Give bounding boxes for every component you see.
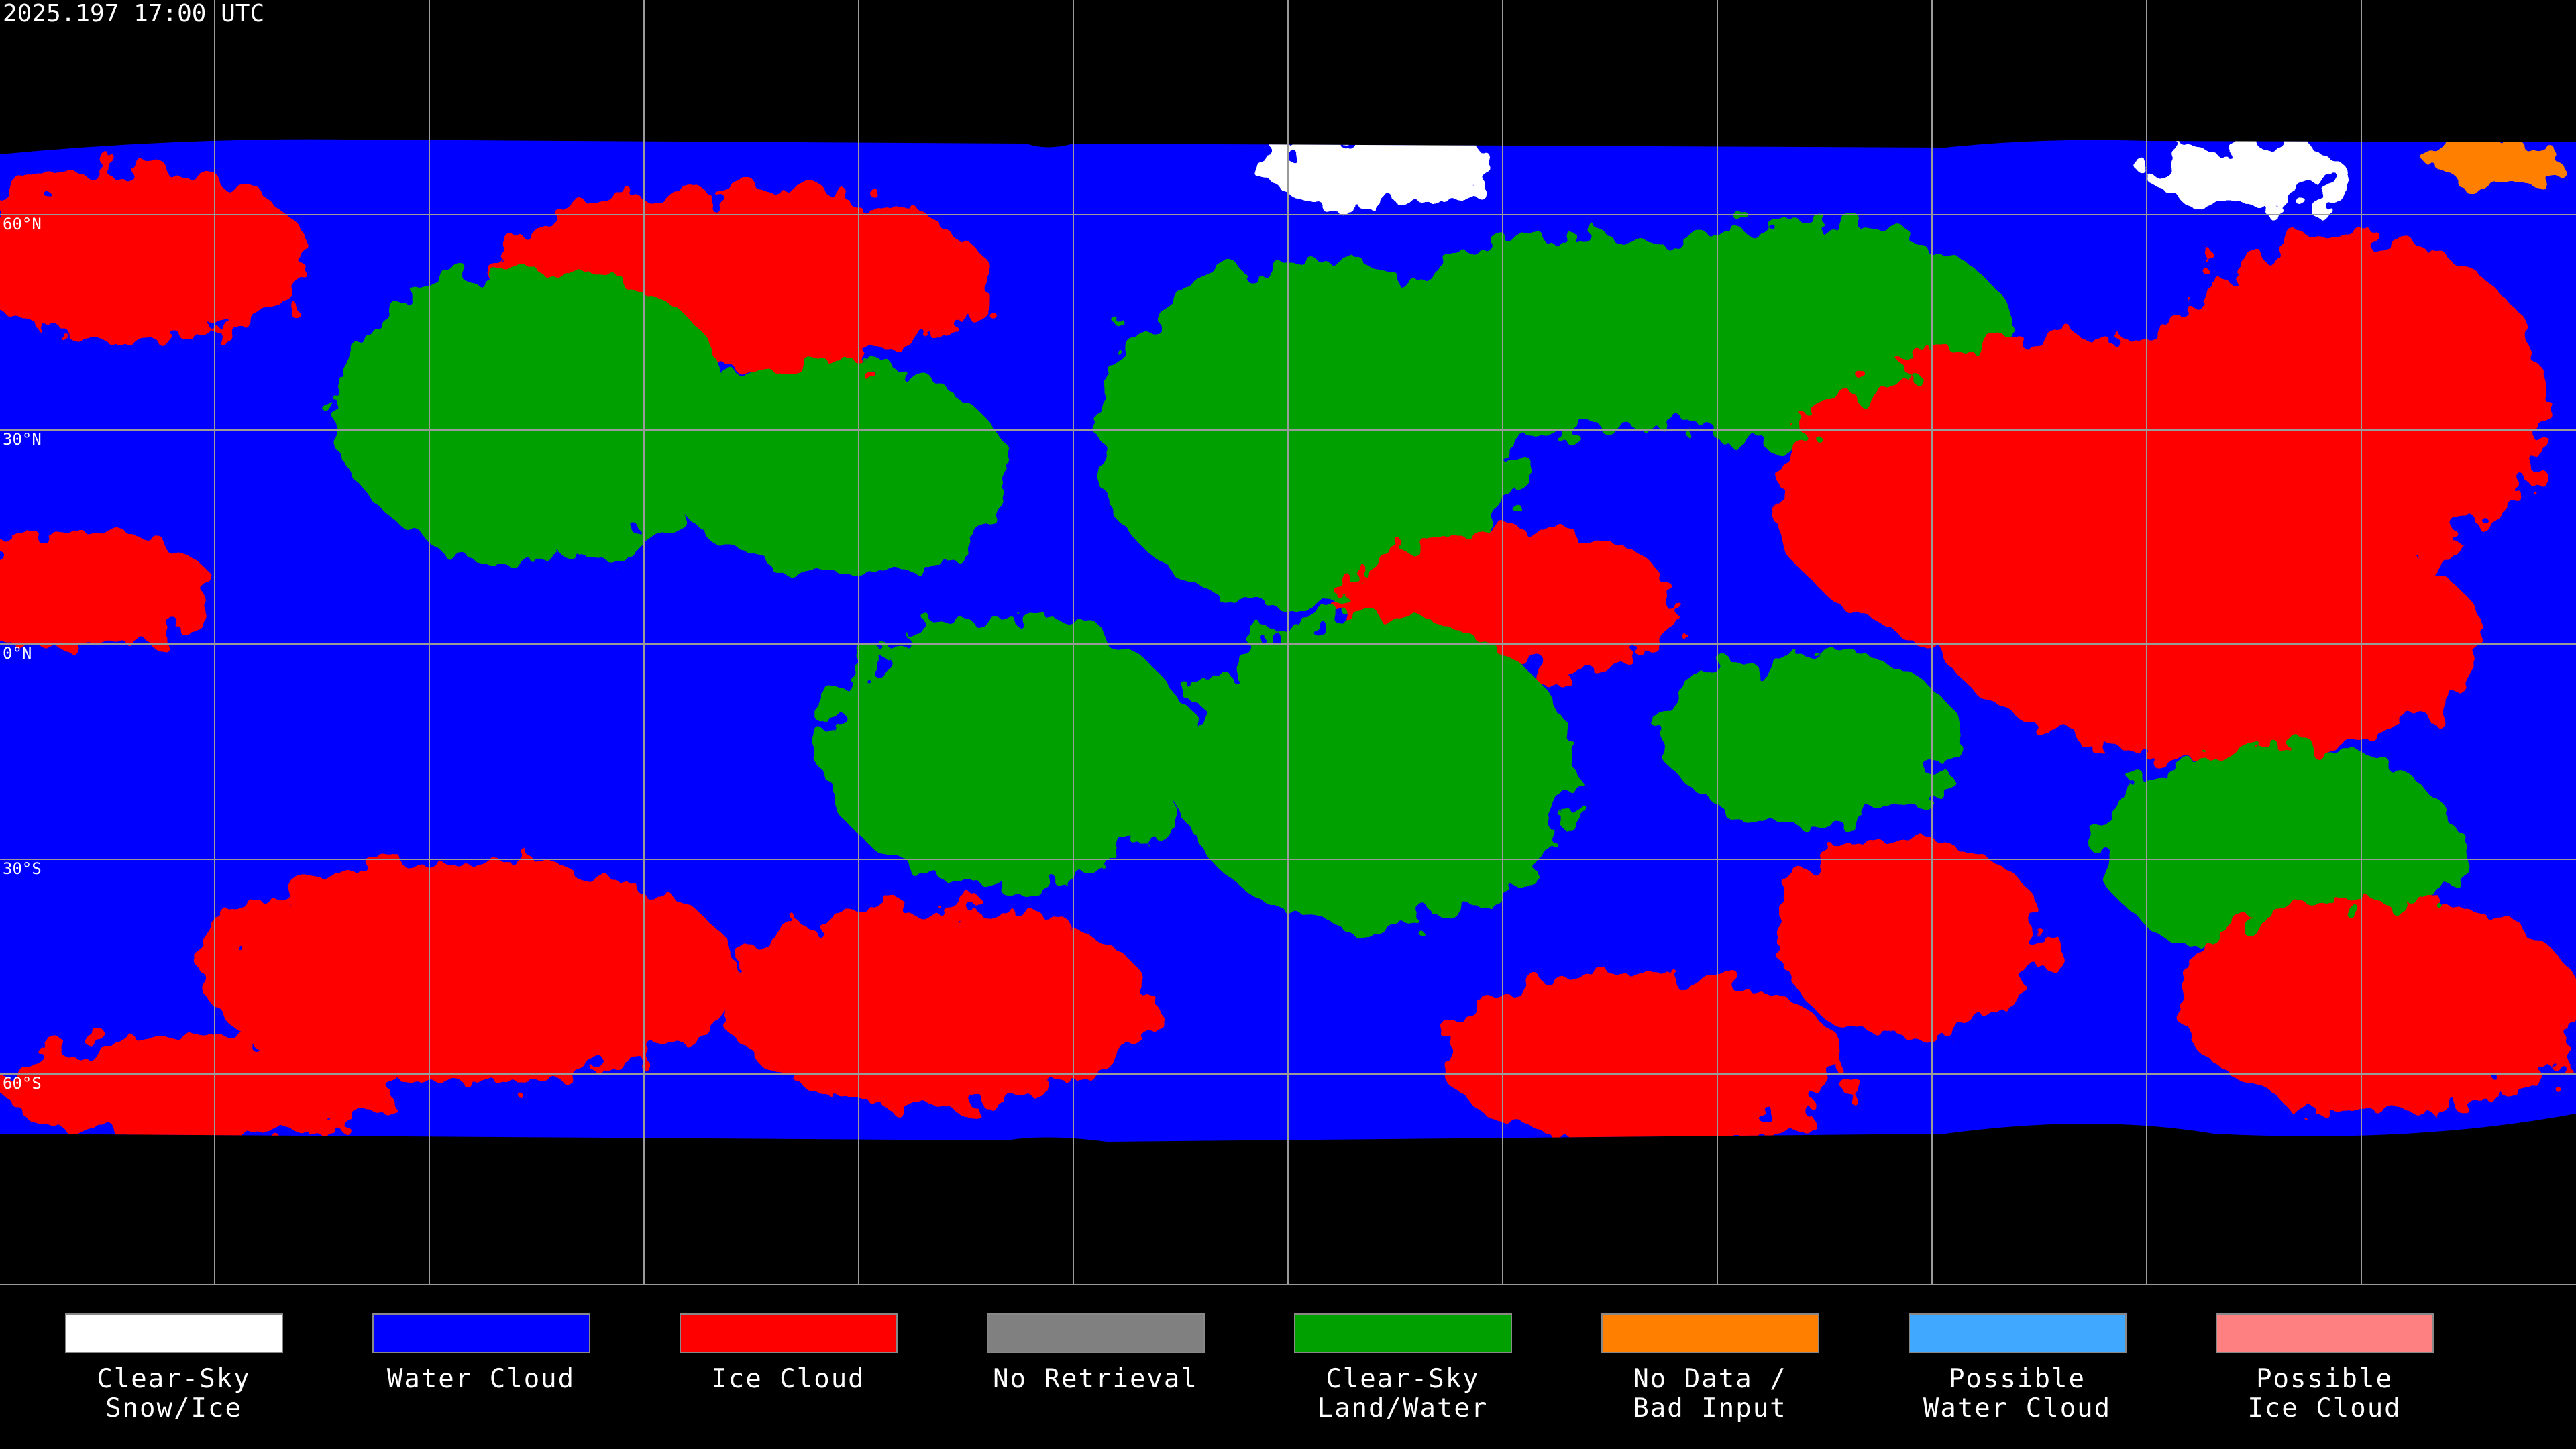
legend-swatch	[2216, 1313, 2434, 1353]
legend-label: No Data /	[1633, 1364, 1786, 1394]
legend-swatch	[372, 1313, 590, 1353]
legend-label: Land/Water	[1318, 1393, 1489, 1424]
cloud-map	[0, 0, 2576, 1285]
timestamp: 2025.197 17:00 UTC	[3, 0, 264, 28]
latitude-label: 0°N	[3, 644, 32, 663]
legend-label: Snow/Ice	[105, 1393, 242, 1424]
legend-label: Clear-Sky	[1326, 1364, 1479, 1394]
latitude-label: 30°N	[3, 430, 42, 449]
legend-swatch	[1909, 1313, 2127, 1353]
legend-swatch	[1294, 1313, 1512, 1353]
latitude-label: 60°N	[3, 215, 42, 233]
legend-label: Possible	[2256, 1364, 2393, 1394]
legend-label: Ice Cloud	[2247, 1393, 2401, 1424]
graticule	[0, 0, 2576, 1285]
legend-label: Water Cloud	[387, 1364, 575, 1394]
legend-swatch	[680, 1313, 898, 1353]
legend-swatch	[1601, 1313, 1819, 1353]
legend-label: Water Cloud	[1923, 1393, 2111, 1424]
legend-label: Possible	[1949, 1364, 2086, 1394]
latitude-label: 30°S	[3, 859, 42, 878]
latitude-labels: 60°N 30°N 0°N 30°S 60°S	[3, 215, 42, 1093]
legend-label: No Retrieval	[993, 1364, 1198, 1394]
legend-swatch	[65, 1313, 283, 1353]
legend-label: Ice Cloud	[711, 1364, 865, 1394]
latitude-label: 60°S	[3, 1074, 42, 1093]
legend-label: Clear-Sky	[97, 1364, 250, 1394]
legend-label: Bad Input	[1633, 1393, 1786, 1424]
legend-swatch	[987, 1313, 1205, 1353]
